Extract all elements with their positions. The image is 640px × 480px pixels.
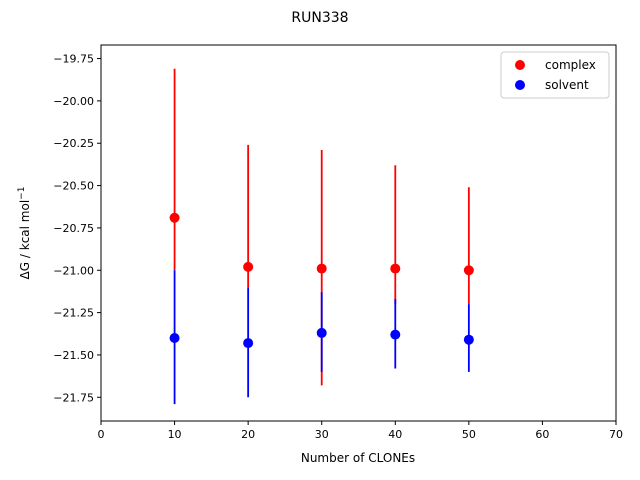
x-tick-label: 10 [168,428,182,441]
chart-title: RUN338 [291,10,348,26]
y-axis-label-sup: −1 [17,187,27,200]
x-tick-label: 40 [388,428,402,441]
solvent-point [390,329,401,340]
legend-box [500,51,610,99]
plot-area [169,68,474,405]
complex-point [316,263,327,274]
y-axis-label: ΔG / kcal mol−1 [17,187,32,280]
complex-point [463,265,474,276]
y-axis: −21.75 −21.50 −21.25 −21.00 −20.75 −20.50 −20.… [53,53,101,404]
solvent-point [169,333,180,344]
y-tick-label: −20.75 [53,222,94,235]
x-tick-label: 20 [241,428,255,441]
legend-marker-solvent [515,80,525,90]
x-tick-label: 0 [98,428,105,441]
y-tick-label: −20.25 [53,137,94,150]
x-axis-label: Number of CLONEs [301,451,415,465]
y-tick-label: −21.50 [53,349,94,362]
x-tick-label: 60 [535,428,549,441]
y-tick-label: −19.75 [53,53,94,66]
x-tick-label: 70 [609,428,623,441]
legend-label-complex: complex [545,58,596,72]
solvent-point [243,338,254,349]
x-tick-label: 30 [315,428,329,441]
complex-point [169,212,180,223]
complex-point [243,261,254,272]
x-tick-label: 50 [462,428,476,441]
legend-marker-complex [515,60,525,70]
x-axis: 0 10 20 30 40 50 60 70 [98,421,623,441]
solvent-point [463,334,474,345]
legend: complex solvent [500,51,610,99]
plot-frame [100,44,617,422]
y-tick-label: −21.25 [53,307,94,320]
y-tick-label: −20.50 [53,180,94,193]
y-tick-label: −21.75 [53,391,94,404]
y-axis-label-main: ΔG / kcal mol [18,200,32,280]
y-tick-label: −20.00 [53,95,94,108]
legend-label-solvent: solvent [545,78,589,92]
solvent-point [316,327,327,338]
y-tick-label: −21.00 [53,264,94,277]
complex-point [390,263,401,274]
